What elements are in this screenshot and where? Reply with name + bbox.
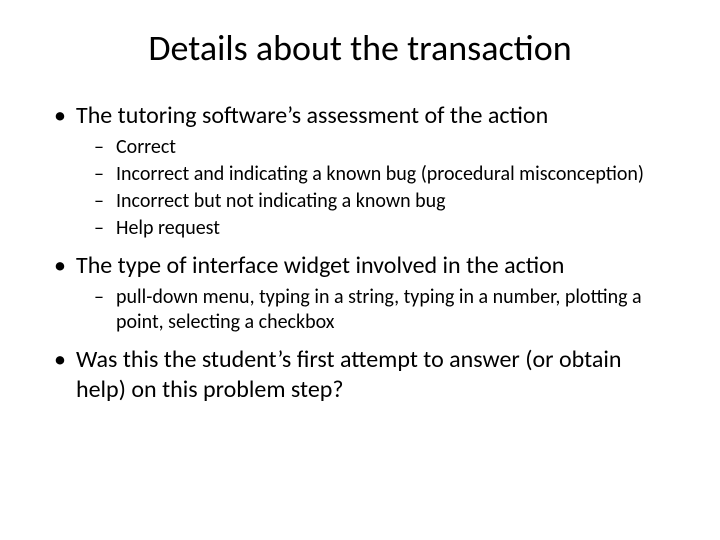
bullet-item: Was this the student’s first attempt to … (50, 345, 670, 405)
bullet-item: The tutoring software’s assessment of th… (50, 101, 670, 241)
sub-bullet-list: Correct Incorrect and indicating a known… (76, 135, 670, 241)
sub-bullet-item: Help request (94, 216, 670, 241)
sub-bullet-text: Correct (116, 135, 176, 159)
bullet-text: The type of interface widget involved in… (76, 251, 564, 280)
sub-bullet-item: pull-down menu, typing in a string, typi… (94, 285, 670, 335)
sub-bullet-text: Incorrect and indicating a known bug (pr… (116, 162, 644, 186)
bullet-item: The type of interface widget involved in… (50, 251, 670, 335)
sub-bullet-item: Incorrect and indicating a known bug (pr… (94, 162, 670, 187)
sub-bullet-text: Help request (116, 216, 220, 240)
sub-bullet-item: Correct (94, 135, 670, 160)
bullet-text: The tutoring software’s assessment of th… (76, 101, 548, 130)
bullet-text: Was this the student’s first attempt to … (76, 345, 621, 404)
slide-title: Details about the transaction (50, 28, 670, 69)
sub-bullet-item: Incorrect but not indicating a known bug (94, 189, 670, 214)
bullet-list: The tutoring software’s assessment of th… (50, 101, 670, 405)
sub-bullet-text: pull-down menu, typing in a string, typi… (116, 285, 642, 334)
slide: Details about the transaction The tutori… (0, 0, 720, 540)
sub-bullet-text: Incorrect but not indicating a known bug (116, 189, 446, 213)
sub-bullet-list: pull-down menu, typing in a string, typi… (76, 285, 670, 335)
